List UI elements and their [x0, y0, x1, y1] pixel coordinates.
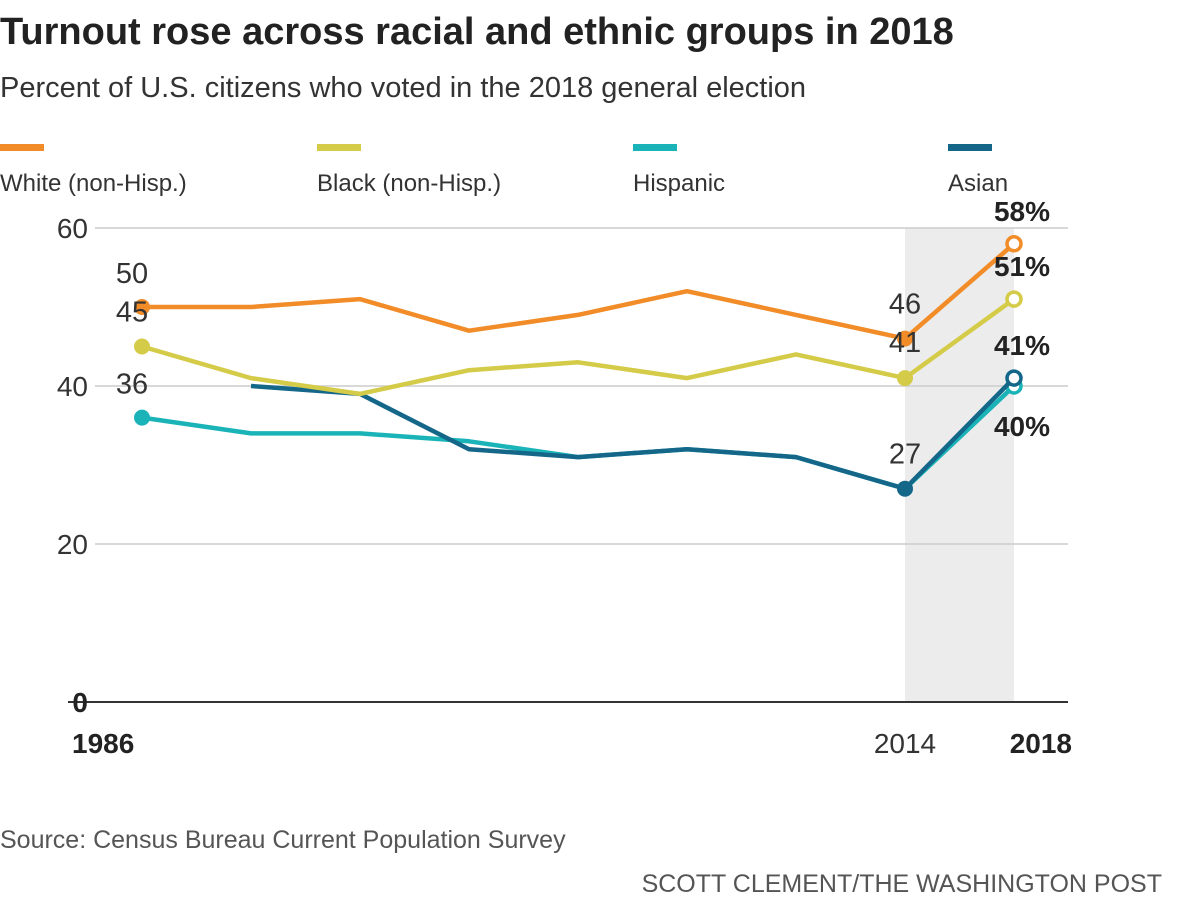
legend-label: Black (non-Hisp.) — [317, 170, 501, 197]
data-label: 50 — [116, 258, 148, 290]
legend-swatch — [633, 144, 677, 151]
data-label: 41 — [889, 327, 921, 359]
series-line — [142, 242, 1016, 341]
chart-title: Turnout rose across racial and ethnic gr… — [0, 11, 954, 53]
highlight-rect — [905, 228, 1014, 702]
legend-label: White (non-Hisp.) — [0, 170, 187, 197]
data-point — [897, 370, 913, 387]
series-lines — [134, 235, 1023, 497]
series-line — [141, 384, 1016, 491]
x-tick-label: 2018 — [1010, 728, 1072, 759]
x-axis: 1986 2014 2018 — [72, 728, 1072, 759]
y-tick-label: 20 — [57, 529, 88, 560]
legend-label: Hispanic — [633, 170, 725, 197]
data-point — [134, 409, 150, 426]
data-label: 45 — [116, 297, 148, 329]
gridlines: 0 20 40 60 — [57, 213, 1068, 718]
y-tick-label: 0 — [72, 687, 88, 718]
data-label: 27 — [889, 439, 921, 471]
legend-label: Asian — [948, 170, 1008, 197]
data-label: 36 — [116, 369, 148, 401]
data-point — [134, 299, 150, 315]
credit: SCOTT CLEMENT/THE WASHINGTON POST — [642, 870, 1162, 898]
data-point — [134, 338, 150, 355]
x-tick-label: 1986 — [72, 728, 134, 759]
chart-subtitle: Percent of U.S. citizens who voted in th… — [0, 72, 806, 104]
x-tick-label: 2014 — [874, 728, 936, 759]
data-label: 51% — [994, 251, 1050, 282]
legend-swatch — [0, 144, 44, 151]
data-point — [1005, 290, 1023, 308]
series-line — [141, 297, 1016, 397]
data-point — [897, 330, 913, 347]
data-point — [1005, 235, 1023, 253]
data-point — [897, 480, 913, 497]
legend-swatch — [948, 144, 992, 151]
data-point — [1005, 369, 1023, 387]
data-label: 41% — [994, 330, 1050, 361]
data-label: 40% — [994, 411, 1050, 442]
data-label: 58% — [994, 196, 1050, 227]
legend-swatch — [317, 144, 361, 151]
series-line — [250, 376, 1016, 491]
y-tick-label: 40 — [57, 371, 88, 402]
legend: White (non-Hisp.) Black (non-Hisp.) Hispan… — [0, 144, 1008, 197]
data-label: 46 — [889, 289, 921, 321]
highlight-band — [905, 228, 1014, 702]
data-labels: 50 46 58% 45 41 51% 36 40% 27 41% — [116, 196, 1050, 471]
y-tick-label: 60 — [57, 213, 88, 244]
source-note: Source: Census Bureau Current Population… — [0, 826, 566, 854]
